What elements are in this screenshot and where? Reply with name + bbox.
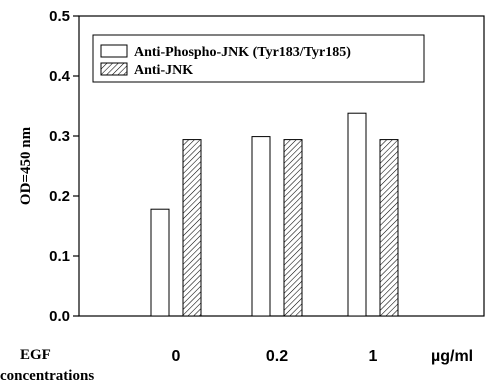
bar-jnk-0 xyxy=(182,139,202,317)
y-axis-title: OD=450 nm xyxy=(18,126,34,205)
bars xyxy=(150,112,399,317)
y-tick-label-4: 0.4 xyxy=(49,68,71,85)
bar-phospho-jnk-2 xyxy=(347,112,367,317)
y-axis: 0.0 0.1 0.2 0.3 0.4 0.5 xyxy=(49,8,79,325)
y-tick-label-5: 0.5 xyxy=(49,8,70,25)
legend-label-jnk: Anti-JNK xyxy=(134,63,193,78)
plot-frame xyxy=(78,15,485,317)
bar-phospho-jnk-1 xyxy=(251,136,271,317)
x-tick-label-0: 0 xyxy=(172,348,181,365)
legend-box xyxy=(92,34,425,83)
y-tick-label-3: 0.3 xyxy=(49,128,70,145)
bar-jnk-2 xyxy=(379,139,399,317)
legend-swatch-jnk xyxy=(100,62,128,76)
x-axis-title-line2: concentrations xyxy=(0,368,94,384)
legend: Anti-Phospho-JNK (Tyr183/Tyr185) Anti-JN… xyxy=(92,34,425,83)
legend-label-phospho: Anti-Phospho-JNK (Tyr183/Tyr185) xyxy=(134,45,351,60)
x-tick-label-2: 1 xyxy=(369,348,378,365)
x-unit-label: µg/ml xyxy=(431,348,473,365)
x-axis-title-line1: EGF xyxy=(20,347,51,363)
y-tick-label-2: 0.2 xyxy=(49,188,70,205)
bar-phospho-jnk-0 xyxy=(150,208,170,317)
x-tick-label-1: 0.2 xyxy=(266,348,288,365)
bar-jnk-1 xyxy=(283,139,303,317)
y-tick-label-1: 0.1 xyxy=(49,248,70,265)
y-tick-label-0: 0.0 xyxy=(49,308,70,325)
legend-swatch-phospho xyxy=(100,44,128,58)
